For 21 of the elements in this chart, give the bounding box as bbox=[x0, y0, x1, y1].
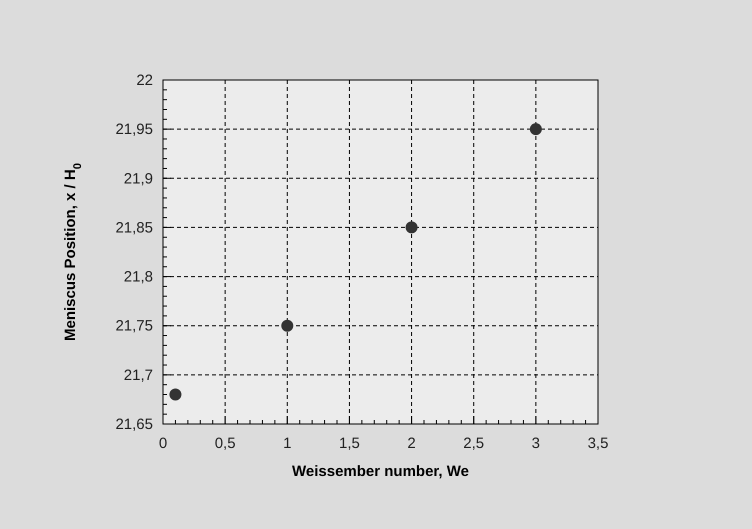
x-tick-label: 3,5 bbox=[588, 435, 608, 452]
x-axis-title: Weissember number, We bbox=[292, 463, 470, 480]
y-tick-label: 21,65 bbox=[115, 416, 153, 433]
x-tick-label: 1,5 bbox=[339, 435, 360, 452]
y-tick-label: 21,75 bbox=[115, 318, 153, 335]
x-tick-label: 2,5 bbox=[463, 435, 484, 452]
x-tick-label: 3 bbox=[532, 435, 540, 452]
y-tick-label: 21,95 bbox=[115, 121, 153, 138]
point bbox=[530, 123, 542, 136]
point bbox=[406, 221, 418, 234]
y-tick-label: 21,8 bbox=[124, 268, 153, 286]
y-tick-label: 22 bbox=[136, 72, 153, 89]
point bbox=[169, 388, 182, 400]
x-tick-label: 1 bbox=[283, 435, 292, 452]
y-tick-label: 21,9 bbox=[124, 170, 153, 188]
y-tick-label: 21,7 bbox=[124, 366, 153, 384]
x-tick-label: 2 bbox=[407, 435, 416, 452]
point bbox=[281, 320, 294, 332]
x-tick-label: 0,5 bbox=[214, 435, 236, 452]
y-tick-label: 21,85 bbox=[115, 219, 153, 236]
x-tick-label: 0 bbox=[158, 435, 168, 452]
